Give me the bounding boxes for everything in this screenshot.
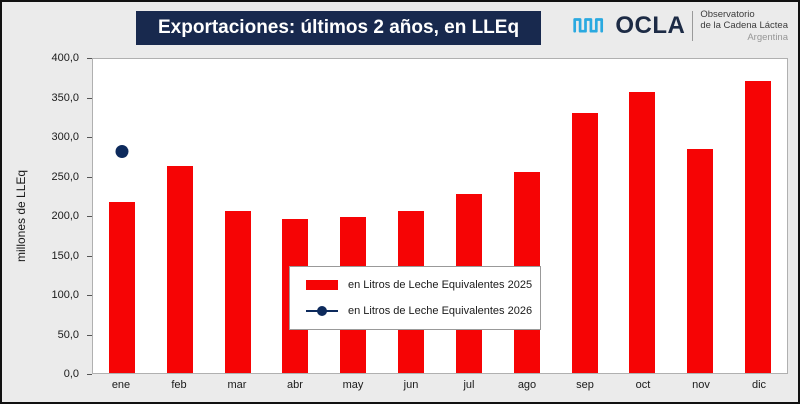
legend-item-2025: en Litros de Leche Equivalentes 2025 [306, 279, 532, 291]
y-tick-label: 200,0 [51, 210, 92, 222]
x-tick-label-sep: sep [576, 379, 594, 391]
x-tick-label-abr: abr [287, 379, 303, 391]
x-tick-label-jul: jul [463, 379, 475, 391]
chart-title: Exportaciones: últimos 2 años, en LLEq [136, 11, 542, 45]
y-tick-label: 400,0 [51, 52, 92, 64]
y-tick-label: 50,0 [57, 328, 93, 341]
plot-area [92, 58, 788, 374]
x-tick-label-dic: dic [751, 379, 767, 391]
y-tick-label: 0,0 [63, 368, 93, 380]
ocla-logo: OCLA Observatorio de la Cadena Láctea Ar… [572, 9, 788, 43]
legend-point-dot [317, 306, 327, 316]
legend: en Litros de Leche Equivalentes 2025 en … [289, 266, 541, 330]
y-tick-label: 100,0 [51, 289, 92, 301]
x-tick-label-jun: jun [403, 379, 419, 391]
bar-mar [224, 210, 251, 373]
bar-slot-sep [556, 59, 614, 373]
x-tick-label-ene: ene [111, 379, 131, 391]
bar-slot-oct [613, 59, 671, 373]
bar-ene [108, 201, 135, 373]
x-axis: ene feb mar abr may jun jul ago sep oct nov dic [92, 379, 788, 391]
logo-divider [692, 11, 694, 42]
y-axis: 0,0 50,0 100,0 150,0 200,0 250,0 300,0 350,0 400… [2, 52, 93, 380]
x-tick-label-nov: nov [692, 379, 710, 391]
logo-org-line2: de la Cadena Láctea [700, 20, 788, 32]
bar-feb [166, 165, 193, 373]
x-tick-label-mar: mar [227, 379, 247, 391]
logo-org-line3: Argentina [747, 31, 788, 43]
x-tick-label-may: may [342, 379, 364, 391]
bar-slot-nov [671, 59, 729, 373]
legend-label-2025: en Litros de Leche Equivalentes 2025 [348, 279, 533, 291]
y-tick-label: 350,0 [51, 91, 92, 104]
y-tick-label: 300,0 [51, 131, 92, 143]
bar-slot-dic [729, 59, 787, 373]
x-tick-label-ago: ago [517, 379, 537, 391]
bar-slot-mar [209, 59, 267, 373]
waveform-icon [572, 11, 608, 42]
x-tick-label-oct: oct [635, 379, 651, 391]
bar-dic [745, 80, 772, 373]
logo-brand-text: OCLA [615, 12, 686, 40]
bar-slot-feb [151, 59, 209, 373]
legend-label-2026: en Litros de Leche Equivalentes 2026 [348, 305, 533, 317]
legend-bar-swatch [306, 280, 338, 290]
logo-org-text: Observatorio de la Cadena Láctea Argenti… [700, 9, 788, 43]
point-ene [115, 145, 129, 159]
bar-slot-ene [93, 59, 151, 373]
logo-org-line1: Observatorio [700, 9, 755, 20]
y-tick-label: 150,0 [51, 249, 92, 262]
legend-item-2026: en Litros de Leche Equivalentes 2026 [306, 305, 532, 317]
y-tick-label: 250,0 [51, 170, 92, 183]
legend-point-swatch [306, 306, 338, 316]
bar-oct [629, 91, 656, 373]
x-tick-label-feb: feb [171, 379, 187, 391]
bar-nov [687, 149, 714, 373]
bar-sep [571, 113, 598, 373]
